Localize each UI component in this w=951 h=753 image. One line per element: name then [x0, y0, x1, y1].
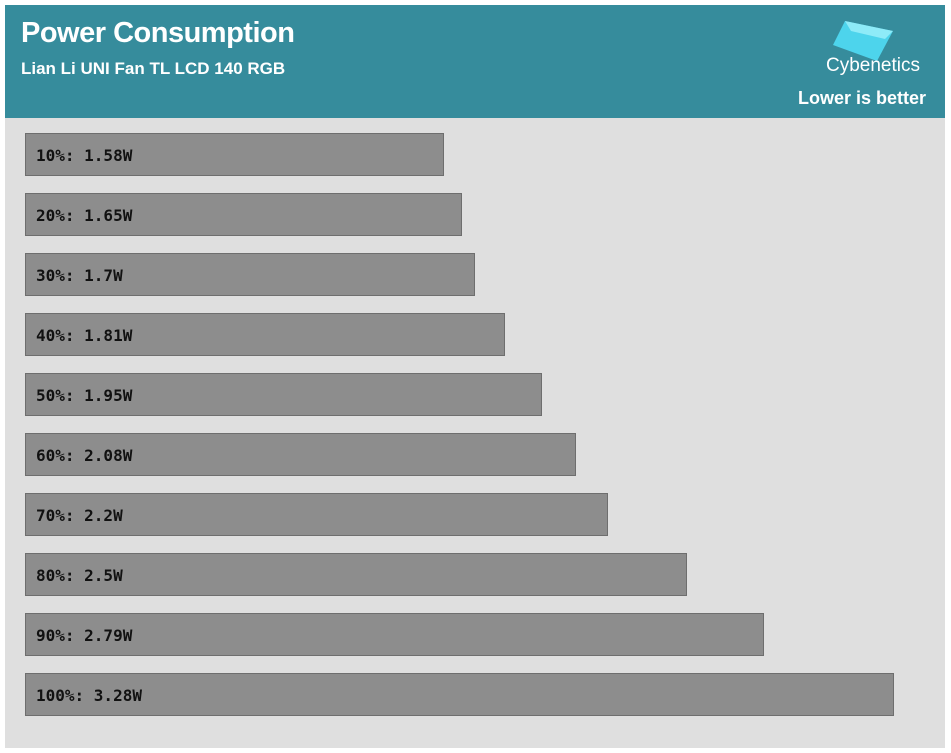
bar-40pct: [25, 313, 505, 356]
brand-name: Cybenetics: [826, 55, 920, 76]
bar-label-90pct: 90%: 2.79W: [36, 626, 133, 645]
chart-title: Power Consumption: [21, 17, 295, 49]
bar-80pct: [25, 553, 687, 596]
bar-label-80pct: 80%: 2.5W: [36, 566, 123, 585]
bar-90pct: [25, 613, 764, 656]
bar-20pct: [25, 193, 462, 236]
bar-label-10pct: 10%: 1.58W: [36, 146, 133, 165]
bar-label-20pct: 20%: 1.65W: [36, 206, 133, 225]
bar-label-100pct: 100%: 3.28W: [36, 686, 142, 705]
bar-label-30pct: 30%: 1.7W: [36, 266, 123, 285]
lower-is-better-note: Lower is better: [797, 88, 926, 108]
chart-header: Power Consumption Lian Li UNI Fan TL LCD…: [5, 5, 945, 118]
bar-10pct: [25, 133, 444, 176]
bar-50pct: [25, 373, 542, 416]
bar-label-70pct: 70%: 2.2W: [36, 506, 123, 525]
cybenetics-logo-icon: [833, 21, 893, 61]
bar-label-50pct: 50%: 1.95W: [36, 386, 133, 405]
bar-label-60pct: 60%: 2.08W: [36, 446, 133, 465]
bar-70pct: [25, 493, 608, 536]
bar-plot-area: 10%: 1.58W 20%: 1.65W 30%: 1.7W 40%: 1.81W 5…: [5, 118, 945, 748]
bar-30pct: [25, 253, 475, 296]
bar-60pct: [25, 433, 576, 476]
chart-subtitle: Lian Li UNI Fan TL LCD 140 RGB: [21, 59, 286, 78]
bar-label-40pct: 40%: 1.81W: [36, 326, 133, 345]
bar-100pct: [25, 673, 894, 716]
chart-panel: Power Consumption Lian Li UNI Fan TL LCD…: [5, 5, 945, 748]
